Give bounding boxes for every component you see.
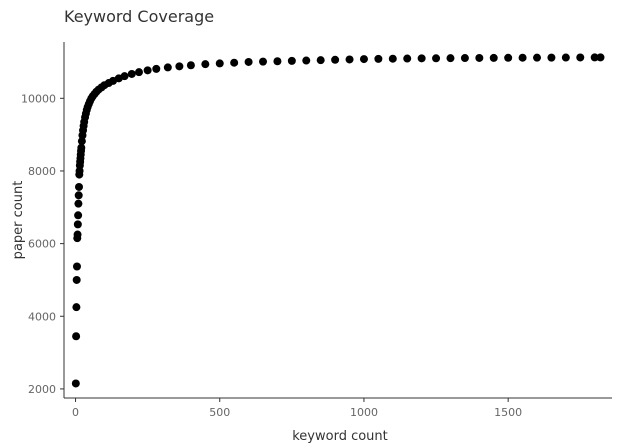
data-point — [518, 53, 527, 62]
data-point — [152, 64, 161, 73]
data-point — [186, 61, 195, 70]
data-point — [77, 137, 86, 146]
data-point — [273, 57, 282, 66]
data-point — [287, 56, 296, 65]
data-point — [72, 332, 81, 341]
y-tick-label: 10000 — [21, 92, 56, 105]
data-point — [403, 54, 412, 63]
data-point — [259, 57, 268, 66]
data-point — [388, 54, 397, 63]
data-point — [175, 62, 184, 71]
data-point — [74, 211, 83, 220]
data-point — [71, 379, 80, 388]
data-point — [77, 143, 86, 152]
data-point — [72, 262, 81, 271]
data-point — [302, 56, 311, 65]
data-point — [201, 60, 210, 69]
data-point — [576, 53, 585, 62]
data-point — [460, 54, 469, 63]
y-tick-label: 4000 — [28, 310, 56, 323]
data-point — [72, 275, 81, 284]
x-tick-label: 1000 — [350, 406, 378, 419]
data-point — [359, 55, 368, 64]
data-point — [596, 53, 605, 62]
data-point — [134, 68, 143, 77]
data-point — [345, 55, 354, 64]
data-point — [120, 72, 129, 81]
points-layer — [71, 53, 605, 388]
x-tick-label: 500 — [209, 406, 230, 419]
data-point — [504, 53, 513, 62]
data-point — [74, 191, 83, 200]
data-point — [143, 66, 152, 75]
data-point — [547, 53, 556, 62]
data-point — [475, 53, 484, 62]
data-point — [73, 220, 82, 229]
data-point — [73, 230, 82, 239]
y-ticks-layer: 2000 4000 6000 8000 10000 — [21, 92, 64, 396]
x-axis-label: keyword count — [292, 429, 388, 444]
data-point — [230, 58, 239, 67]
data-point — [163, 63, 172, 72]
data-point — [75, 182, 83, 191]
data-point — [417, 54, 426, 63]
data-point — [561, 53, 570, 62]
chart-title: Keyword Coverage — [64, 7, 214, 26]
data-point — [590, 53, 599, 62]
y-tick-label: 8000 — [28, 165, 56, 178]
x-tick-label: 1500 — [494, 406, 522, 419]
x-tick-label: 0 — [72, 406, 79, 419]
data-point — [215, 59, 224, 68]
data-point — [533, 53, 542, 62]
data-point — [74, 199, 83, 208]
data-point — [127, 69, 136, 78]
y-axis-label: paper count — [11, 181, 26, 260]
y-tick-label: 2000 — [28, 383, 56, 396]
data-point — [331, 55, 340, 64]
data-point — [432, 54, 441, 63]
x-ticks-layer: 0 500 1000 1500 — [72, 398, 522, 419]
data-point — [72, 303, 81, 312]
data-point — [316, 56, 325, 65]
data-point — [489, 53, 498, 62]
data-point — [244, 57, 253, 66]
y-tick-label: 6000 — [28, 238, 56, 251]
data-point — [446, 54, 455, 63]
data-point — [374, 54, 383, 63]
